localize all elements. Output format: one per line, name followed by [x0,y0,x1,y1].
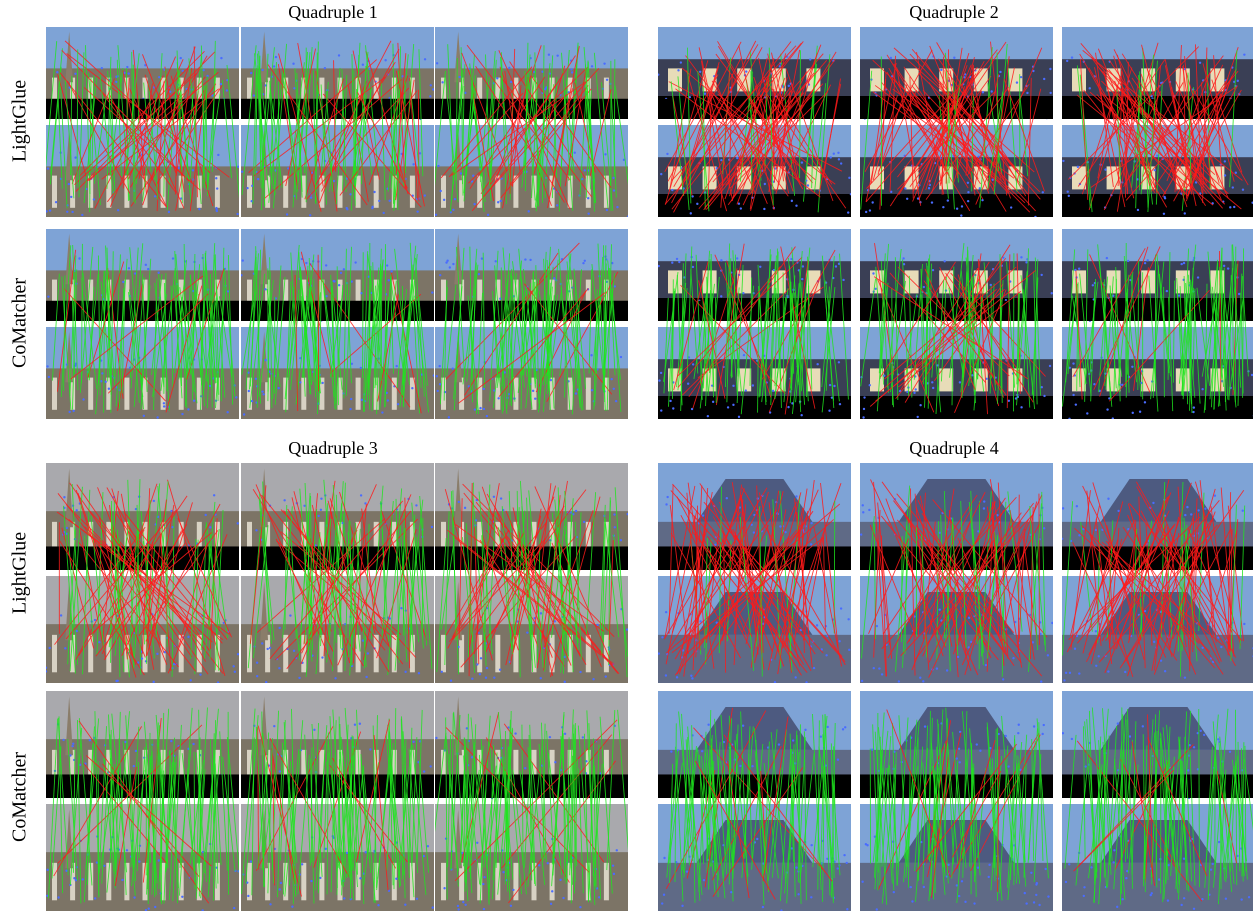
q1-lightglue-pair-3 [435,27,628,217]
row-label-comatcher-top: CoMatcher [9,278,32,368]
match-image-pair [46,691,239,911]
row-label-lightglue-bottom: LightGlue [9,532,32,614]
quadruple-2-title: Quadruple 2 [884,2,1024,23]
q3-lightglue-pair-1 [46,463,239,683]
match-image-pair [658,463,851,683]
q2-comatcher-pair-1 [658,229,851,419]
match-image-pair [241,27,434,217]
top-image [658,229,851,321]
match-image-pair [241,229,434,419]
q2-lightglue-pair-2 [860,27,1053,217]
match-image-pair [860,463,1053,683]
match-image-pair [435,229,628,419]
top-image [1062,463,1253,570]
top-image [46,27,239,119]
q4-lightglue-pair-3 [1062,463,1253,683]
match-image-pair [1062,229,1253,419]
match-image-pair [435,691,628,911]
q2-comatcher-pair-3 [1062,229,1253,419]
match-image-pair [435,463,628,683]
q2-lightglue-pair-3 [1062,27,1253,217]
match-image-pair [860,691,1053,911]
q1-comatcher-pair-3 [435,229,628,419]
q3-comatcher-pair-2 [241,691,434,911]
match-image-pair [241,463,434,683]
quadruple-3-title: Quadruple 3 [263,438,403,459]
q3-lightglue-pair-3 [435,463,628,683]
q3-comatcher-pair-3 [435,691,628,911]
q2-comatcher-pair-2 [860,229,1053,419]
match-image-pair [46,229,239,419]
match-image-pair [1062,27,1253,217]
row-label-comatcher-bottom: CoMatcher [9,752,32,842]
q4-comatcher-pair-3 [1062,691,1253,911]
q4-lightglue-pair-2 [860,463,1053,683]
match-image-pair [46,27,239,217]
q1-lightglue-pair-1 [46,27,239,217]
match-image-pair [860,27,1053,217]
top-image [658,691,851,798]
q4-comatcher-pair-2 [860,691,1053,911]
q1-comatcher-pair-1 [46,229,239,419]
match-image-pair [1062,463,1253,683]
q3-lightglue-pair-2 [241,463,434,683]
match-image-pair [658,229,851,419]
q3-comatcher-pair-1 [46,691,239,911]
q4-comatcher-pair-1 [658,691,851,911]
match-image-pair [435,27,628,217]
quadruple-4-title: Quadruple 4 [884,438,1024,459]
match-image-pair [46,463,239,683]
row-label-lightglue-top: LightGlue [9,80,32,162]
match-image-pair [860,229,1053,419]
q1-comatcher-pair-2 [241,229,434,419]
q1-lightglue-pair-2 [241,27,434,217]
match-image-pair [1062,691,1253,911]
match-image-pair [658,27,851,217]
q2-lightglue-pair-1 [658,27,851,217]
match-image-pair [658,691,851,911]
quadruple-1-title: Quadruple 1 [263,2,403,23]
match-image-pair [241,691,434,911]
q4-lightglue-pair-1 [658,463,851,683]
